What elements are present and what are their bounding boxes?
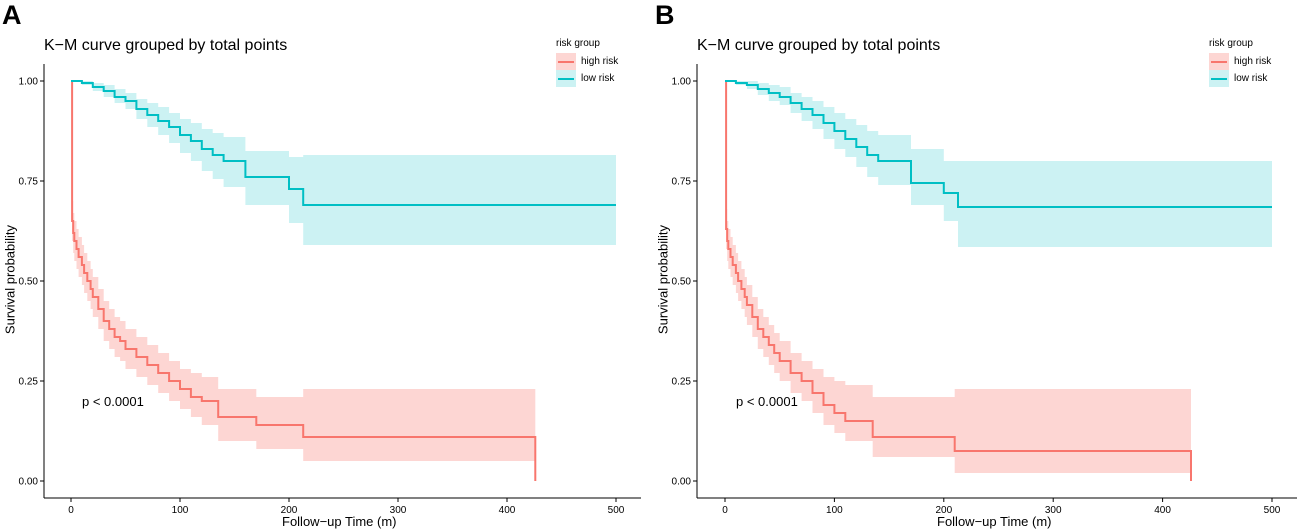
x-tick-label: 500	[608, 505, 625, 516]
y-tick-label: 0.25	[672, 377, 692, 388]
panel-a: A K−M curve grouped by total points risk…	[2, 0, 641, 529]
y-tick-label: 0.75	[19, 177, 39, 188]
plot-area: 0.00 0.25 0.50 0.75 1.00 0 100 200 300 400 500	[19, 64, 641, 516]
legend: risk group high risk low risk	[556, 38, 618, 87]
chart-title: K−M curve grouped by total points	[697, 37, 941, 54]
x-tick-label: 400	[1154, 505, 1171, 516]
y-tick-label: 1.00	[19, 77, 39, 88]
chart-title: K−M curve grouped by total points	[44, 37, 288, 54]
y-tick-label: 0.00	[19, 477, 39, 488]
survival-line-high-risk	[71, 80, 537, 481]
x-tick-label: 100	[826, 505, 843, 516]
legend-key-high-risk	[1209, 53, 1229, 70]
x-tick-label: 500	[1264, 505, 1281, 516]
y-tick-label: 0.25	[19, 377, 39, 388]
p-value-annotation: p < 0.0001	[736, 394, 798, 409]
ci-band-high-risk	[725, 81, 1191, 473]
x-tick-label: 0	[722, 505, 728, 516]
x-tick-label: 200	[281, 505, 298, 516]
ci-band-low-risk	[725, 81, 1272, 247]
x-axis-label: Follow−up Time (m)	[282, 514, 397, 529]
legend-label-high-risk: high risk	[1234, 56, 1272, 67]
panel-label: A	[2, 0, 22, 30]
panel-label: B	[655, 0, 675, 30]
legend-item-low-risk: low risk	[1209, 70, 1271, 87]
survival-line-low-risk	[71, 80, 616, 206]
legend-label-low-risk: low risk	[1234, 73, 1268, 84]
legend-label-low-risk: low risk	[581, 73, 615, 84]
x-axis-label: Follow−up Time (m)	[937, 514, 1052, 529]
y-tick-label: 0.75	[672, 177, 692, 188]
legend-key-low-risk	[1209, 70, 1229, 87]
legend-key-high-risk	[556, 53, 576, 70]
survival-line-high-risk	[725, 80, 1192, 481]
legend-label-high-risk: high risk	[581, 56, 619, 67]
legend-item-low-risk: low risk	[556, 70, 618, 87]
x-tick-label: 200	[935, 505, 952, 516]
survival-line-low-risk	[725, 80, 1272, 208]
y-tick-label: 0.50	[672, 277, 692, 288]
ci-band-high-risk	[71, 81, 536, 461]
y-tick-label: 0.50	[19, 277, 39, 288]
x-tick-label: 300	[390, 505, 407, 516]
legend-title: risk group	[556, 38, 600, 49]
legend-title: risk group	[1209, 38, 1253, 49]
y-tick-label: 1.00	[672, 77, 692, 88]
legend-key-low-risk	[556, 70, 576, 87]
legend-item-high-risk: high risk	[556, 53, 618, 70]
p-value-annotation: p < 0.0001	[82, 394, 144, 409]
x-tick-label: 400	[499, 505, 516, 516]
x-tick-label: 300	[1045, 505, 1062, 516]
legend-item-high-risk: high risk	[1209, 53, 1271, 70]
x-tick-label: 0	[68, 505, 74, 516]
panel-b: B K−M curve grouped by total points risk…	[650, 0, 1299, 531]
y-tick-label: 0.00	[672, 477, 692, 488]
plot-area: 0.00 0.25 0.50 0.75 1.00 0 100 200 300 400 500	[672, 64, 1297, 516]
legend: risk group high risk low risk	[1209, 38, 1271, 87]
x-tick-label: 100	[172, 505, 189, 516]
ci-band-low-risk	[71, 81, 616, 245]
